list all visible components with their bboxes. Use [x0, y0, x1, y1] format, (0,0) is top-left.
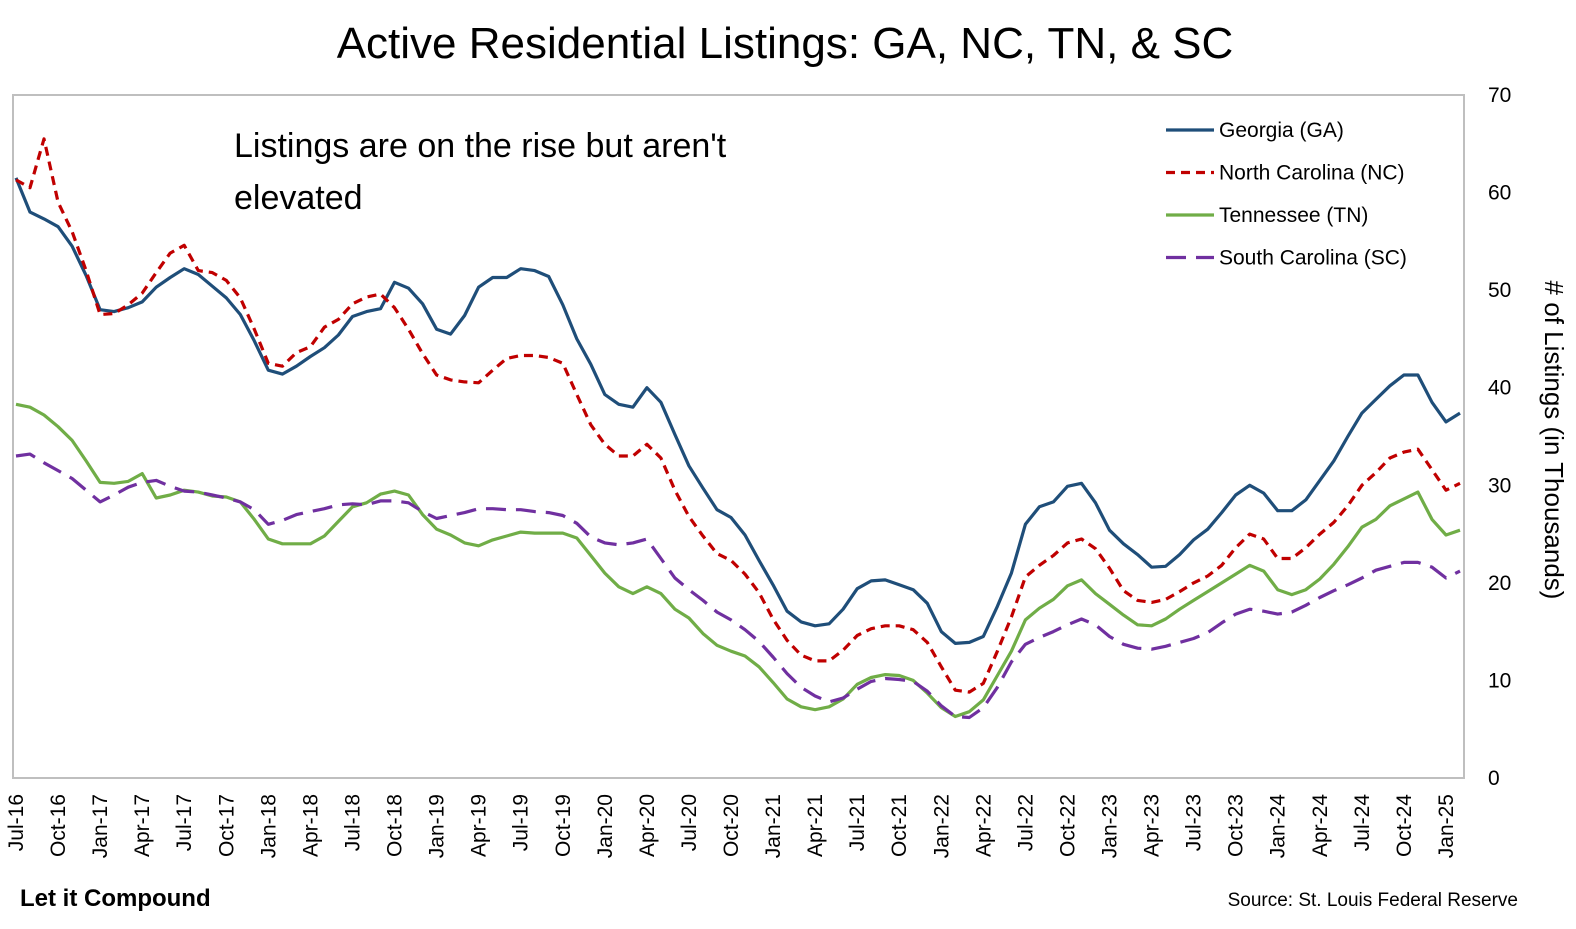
legend-label-2: Tennessee (TN) [1219, 204, 1368, 227]
plot-area [12, 94, 1465, 779]
y-tick-label-2: 20 [1488, 572, 1511, 595]
x-tick-label-33: Oct-24 [1393, 794, 1416, 857]
annotation-line-1: Listings are on the rise but aren't [234, 127, 727, 165]
x-tick-label-8: Jul-18 [342, 794, 365, 851]
x-tick-label-3: Apr-17 [131, 794, 154, 857]
x-tick-label-30: Jan-24 [1267, 794, 1290, 859]
legend-label-1: North Carolina (NC) [1219, 162, 1405, 185]
x-tick-label-5: Oct-17 [215, 794, 238, 857]
x-tick-label-18: Jan-21 [762, 794, 785, 858]
x-tick-label-14: Jan-20 [594, 794, 617, 858]
x-tick-label-12: Jul-19 [510, 794, 533, 851]
x-tick-label-13: Oct-19 [552, 794, 575, 857]
brand-logo: Let it Compound [20, 885, 211, 912]
y-tick-label-5: 50 [1488, 279, 1511, 302]
x-tick-label-32: Jul-24 [1351, 794, 1374, 852]
x-tick-label-11: Apr-19 [468, 794, 491, 857]
series-line-0 [14, 177, 1461, 646]
x-tick-label-23: Apr-22 [972, 794, 995, 857]
x-tick-label-7: Apr-18 [299, 794, 322, 857]
y-tick-label-7: 70 [1488, 84, 1511, 107]
x-tick-label-2: Jan-17 [89, 794, 112, 858]
series-line-1 [15, 137, 1461, 694]
chart-title: Active Residential Listings: GA, NC, TN,… [337, 19, 1234, 68]
x-tick-label-9: Oct-18 [384, 794, 407, 857]
x-tick-label-21: Oct-21 [888, 794, 911, 857]
y-tick-label-1: 10 [1488, 669, 1511, 692]
series-line-2 [15, 402, 1461, 719]
y-axis-label: # of Listings (in Thousands) [1539, 281, 1569, 600]
x-tick-label-10: Jan-19 [426, 794, 449, 858]
x-tick-label-22: Jan-22 [930, 794, 953, 858]
source-note: Source: St. Louis Federal Reserve [1228, 890, 1518, 911]
x-tick-label-15: Apr-20 [636, 794, 659, 857]
x-tick-label-24: Jul-22 [1014, 794, 1037, 851]
x-tick-label-16: Jul-20 [678, 794, 701, 851]
x-tick-label-1: Oct-16 [47, 794, 70, 857]
y-tick-label-6: 60 [1488, 182, 1511, 205]
x-tick-label-29: Oct-23 [1225, 794, 1248, 857]
y-tick-label-4: 40 [1488, 377, 1511, 400]
x-tick-label-6: Jan-18 [257, 794, 280, 858]
y-tick-label-0: 0 [1488, 767, 1500, 790]
x-tick-label-17: Oct-20 [720, 794, 743, 857]
x-tick-label-28: Jul-23 [1183, 794, 1206, 851]
x-tick-label-20: Jul-21 [846, 794, 869, 851]
x-tick-label-4: Jul-17 [173, 794, 196, 851]
x-tick-label-25: Oct-22 [1057, 794, 1080, 857]
x-tick-label-0: Jul-16 [5, 794, 28, 851]
x-tick-label-31: Apr-24 [1309, 794, 1332, 857]
series-line-3 [15, 452, 1461, 720]
y-tick-label-3: 30 [1488, 474, 1511, 497]
legend-label-0: Georgia (GA) [1219, 119, 1344, 142]
x-tick-label-19: Apr-21 [804, 794, 827, 857]
legend-label-3: South Carolina (SC) [1219, 247, 1407, 270]
annotation-line-2: elevated [234, 179, 363, 217]
x-tick-label-34: Jan-25 [1435, 794, 1458, 858]
x-tick-label-26: Jan-23 [1099, 794, 1122, 858]
x-tick-label-27: Apr-23 [1141, 794, 1164, 857]
